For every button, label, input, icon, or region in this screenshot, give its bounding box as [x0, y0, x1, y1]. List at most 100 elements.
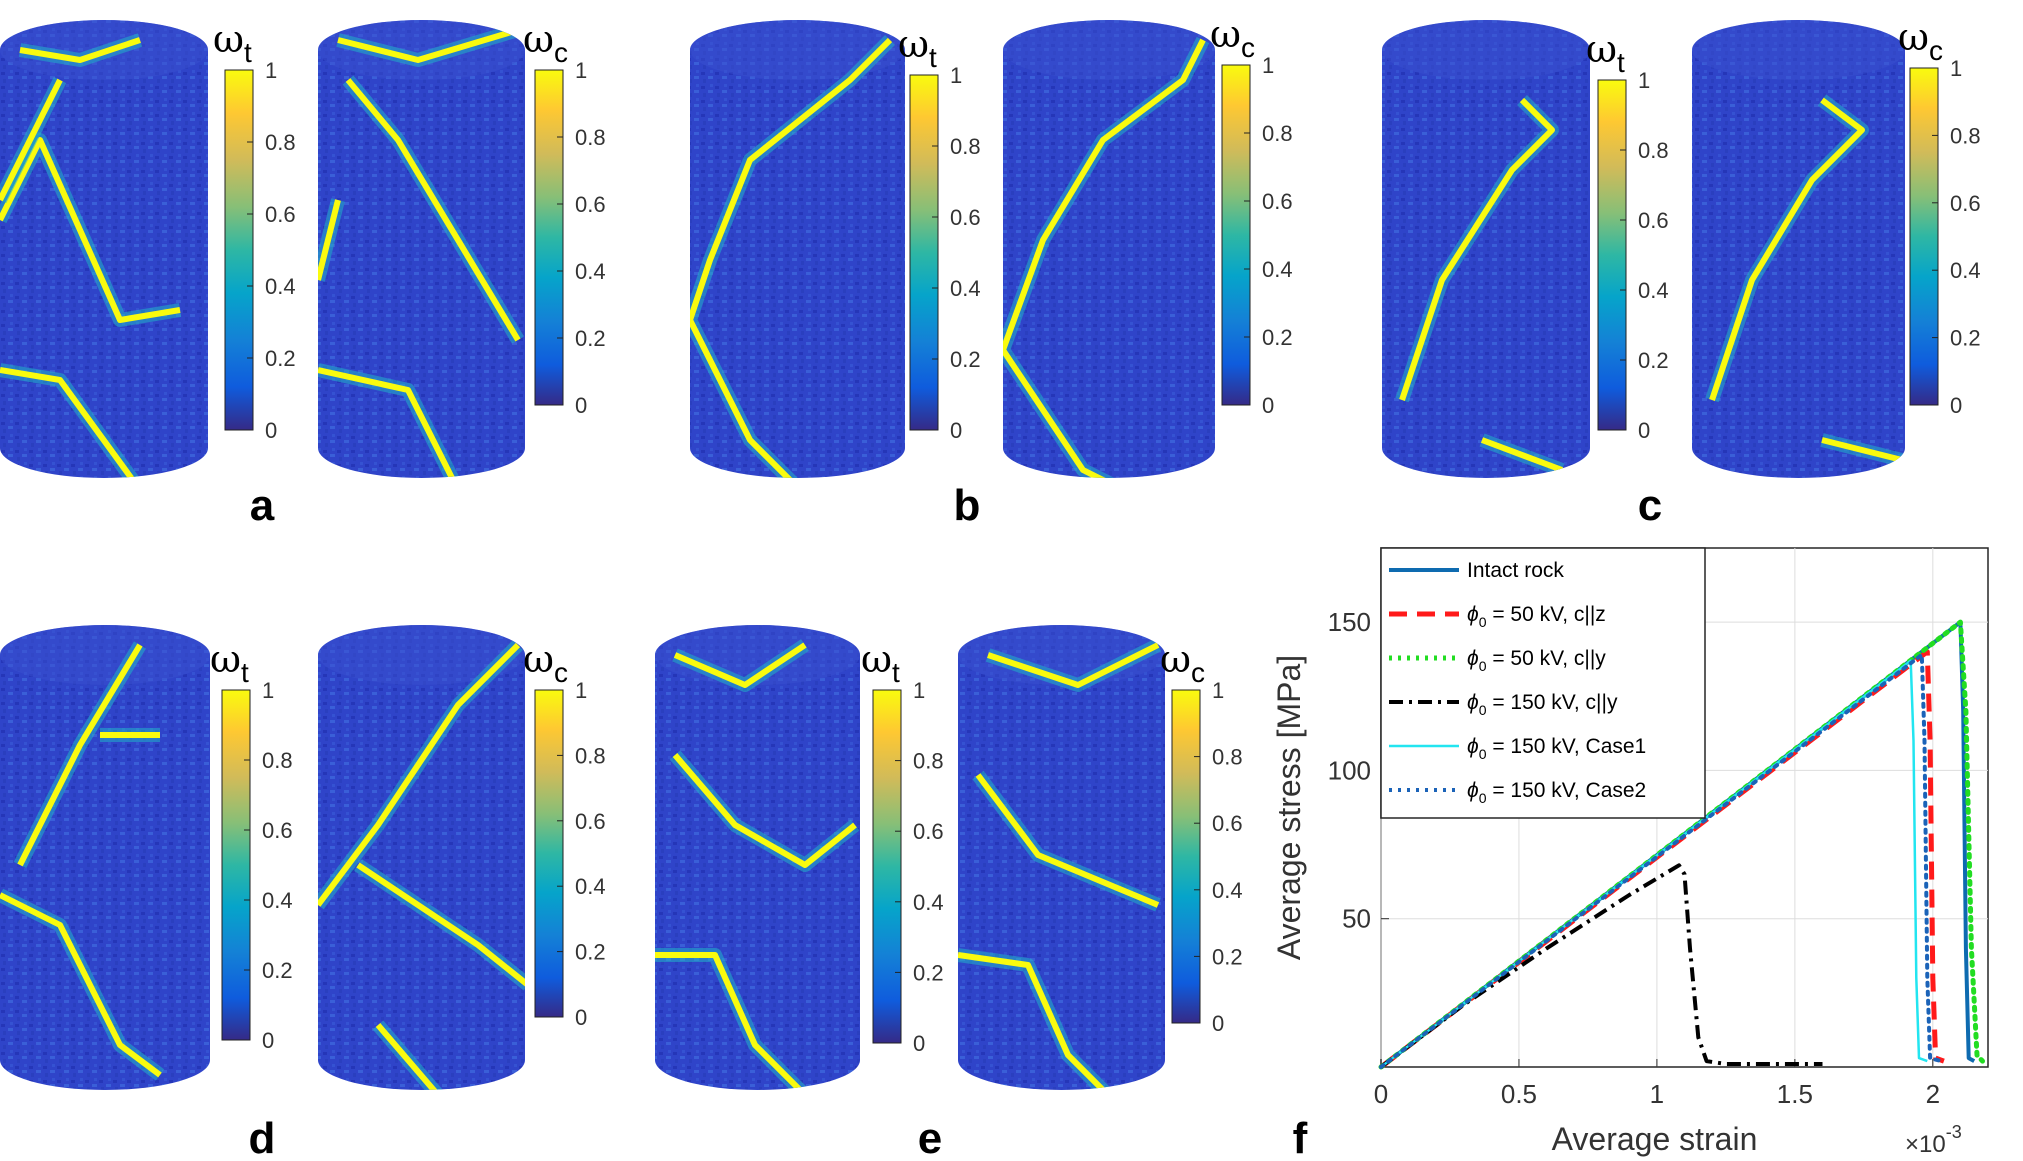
colorbar-tick-label: 0.4: [913, 890, 944, 915]
legend-entry: ϕ0 = 150 kV, Case1: [1467, 735, 1646, 762]
cylinder-body: [318, 20, 525, 478]
cylinder-top: [0, 625, 210, 685]
legend-entry: Intact rock: [1467, 559, 1564, 582]
colorbar-tick-label: 0: [265, 418, 277, 443]
colorbar-tick-label: 0.8: [1262, 121, 1293, 146]
crack-band: [337, 27, 519, 63]
colorbar-title: ωt: [210, 637, 249, 688]
damage-cylinder: [958, 625, 1165, 1091]
cylinder-body: [655, 625, 860, 1090]
legend-entry: ϕ0 = 50 kV, c||z: [1467, 603, 1606, 630]
crack-band: [17, 643, 143, 867]
colorbar-tick-label: 0.4: [1638, 278, 1669, 303]
colorbar-tick-label: 0: [913, 1031, 925, 1056]
colorbar-title: ωc: [1210, 12, 1255, 63]
series-line: [1378, 619, 1985, 1070]
colorbar-tick-label: 0.4: [1950, 258, 1981, 283]
colorbar-tick-label: 1: [913, 678, 925, 703]
crack-band: [0, 78, 63, 202]
colorbar-gradient: [534, 689, 564, 1018]
colorbar-tick-label: 0.4: [575, 259, 606, 284]
colorbar-tick-label: 0.4: [262, 888, 293, 913]
cracks: [690, 35, 895, 479]
colorbar-tick-label: 1: [950, 63, 962, 88]
crack-band: [345, 78, 521, 342]
legend-box: [1380, 547, 1706, 819]
colorbar-tick-label: 0.8: [575, 743, 606, 768]
colorbar-tick-label: 1: [265, 58, 277, 83]
colorbar-tick-label: 0.6: [265, 202, 296, 227]
colorbar-tick-label: 0.6: [950, 205, 981, 230]
y-tick-label: 150: [1328, 607, 1371, 637]
damage-cylinder: [1382, 20, 1590, 478]
crack-band: [318, 367, 461, 478]
cylinder-body: [1382, 20, 1590, 478]
colorbar: 0 0.2 0.4 0.6 0.8 1 ωt: [861, 637, 944, 1056]
x-tick-label: 2: [1926, 1079, 1940, 1109]
x-axis-label: Average strain: [1552, 1121, 1758, 1157]
colorbar-tick-label: 0.2: [262, 958, 293, 983]
crack-band: [1709, 97, 1865, 401]
colorbar-tick-label: 0.2: [1212, 944, 1243, 969]
cylinder-top: [318, 625, 525, 685]
colorbar-tick-label: 0.4: [575, 874, 606, 899]
crack-band: [1821, 437, 1903, 463]
x-axis-multiplier: ×10-3: [1905, 1122, 1962, 1158]
colorbar-tick-label: 0.8: [262, 748, 293, 773]
colorbar-tick-label: 0.6: [913, 819, 944, 844]
cylinder-body: [1692, 20, 1905, 478]
crack-band: [690, 37, 893, 479]
colorbar: 0 0.2 0.4 0.6 0.8 1 ωt: [210, 637, 293, 1053]
colorbar-tick-label: 1: [1212, 678, 1224, 703]
colorbar-tick-label: 0: [1212, 1011, 1224, 1036]
colorbar-tick-label: 0.8: [1212, 745, 1243, 770]
y-axis-label: Average stress [MPa]: [1271, 655, 1307, 960]
panel-label-c: c: [1638, 481, 1662, 530]
legend-entry: ϕ0 = 150 kV, c||y: [1467, 691, 1618, 718]
crack-band: [987, 642, 1160, 688]
colorbar-title: ωc: [1160, 637, 1205, 688]
y-tick-label: 100: [1328, 755, 1371, 785]
colorbar-tick-label: 1: [575, 58, 587, 83]
cylinder-top: [1692, 20, 1905, 80]
colorbar-tick-label: 0.6: [1262, 189, 1293, 214]
x-tick-label: 0: [1374, 1079, 1388, 1109]
colorbar-gradient: [1221, 64, 1251, 406]
x-tick-label: 1: [1650, 1079, 1664, 1109]
colorbar-tick-label: 0.8: [1638, 138, 1669, 163]
crack-band: [318, 642, 521, 907]
panel-label-e: e: [918, 1114, 942, 1161]
colorbar-tick-label: 0.2: [1950, 326, 1981, 351]
cylinder-top: [1382, 20, 1590, 80]
colorbar-tick-label: 0: [1950, 393, 1962, 418]
colorbar-tick-label: 0: [1638, 418, 1650, 443]
cracks: [1705, 94, 1904, 467]
colorbar-tick-label: 0.8: [575, 125, 606, 150]
damage-cylinder: [1003, 20, 1215, 478]
crack-band: [0, 137, 181, 323]
colorbar: 0 0.2 0.4 0.6 0.8 1 ωc: [1210, 12, 1293, 418]
x-tick-label: 1.5: [1777, 1079, 1813, 1109]
colorbar-tick-label: 0.4: [265, 274, 296, 299]
cracks: [318, 640, 525, 1090]
colorbar: 0 0.2 0.4 0.6 0.8 1 ωc: [523, 637, 606, 1030]
panel-label-a: a: [250, 481, 275, 530]
cracks: [318, 23, 525, 478]
panel-label-b: b: [954, 481, 981, 530]
crack-band: [356, 862, 525, 988]
colorbar-tick-label: 0.2: [575, 940, 606, 965]
stress-strain-chart: 0 0.5 1 1.5 2 50 100 150 Average strain Average s…: [1271, 547, 1989, 1158]
crack-band: [655, 952, 808, 1090]
colorbar-tick-label: 0: [262, 1028, 274, 1053]
crack-band: [672, 753, 857, 868]
colorbar-title: ωt: [861, 637, 900, 688]
colorbar-tick-label: 0.6: [262, 818, 293, 843]
colorbar-title: ωc: [1898, 15, 1943, 66]
crack-band: [0, 367, 143, 478]
colorbar-tick-label: 0: [575, 393, 587, 418]
colorbar-tick-label: 0: [1262, 393, 1274, 418]
colorbar-tick-label: 0.8: [1950, 123, 1981, 148]
x-tick-label: 0.5: [1501, 1079, 1537, 1109]
colorbar: 0 0.2 0.4 0.6 0.8 1 ωc: [1160, 637, 1243, 1036]
colorbar: 0 0.2 0.4 0.6 0.8 1 ωt: [213, 17, 296, 443]
